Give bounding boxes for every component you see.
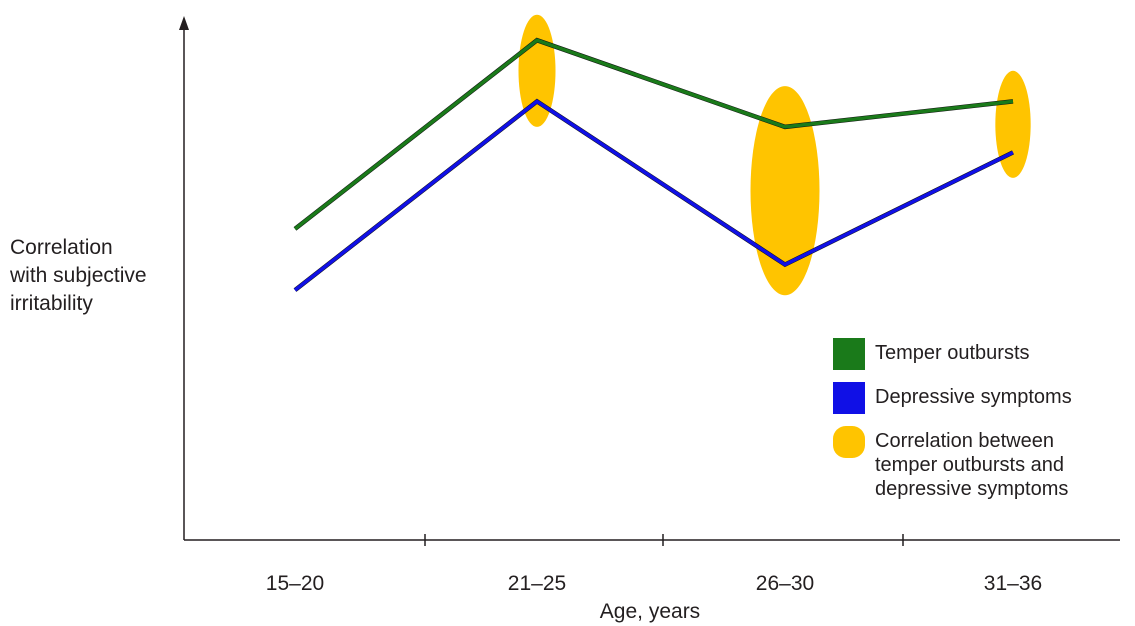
- series-line-outline: [293, 98, 1014, 292]
- legend-item-temper-outbursts: Temper outbursts: [833, 338, 1072, 370]
- legend-item-correlation: Correlation between temper outbursts and…: [833, 426, 1072, 501]
- x-axis-title: Age, years: [600, 600, 700, 623]
- y-axis-label-line: with subjective: [10, 264, 147, 287]
- legend-label: Temper outbursts: [875, 342, 1030, 364]
- series-line: [293, 99, 1014, 292]
- series-line-outline: [293, 37, 1014, 231]
- legend-label: Depressive symptoms: [875, 386, 1072, 408]
- x-tick-label: 26–30: [756, 572, 814, 595]
- series-line: [293, 38, 1014, 231]
- x-tick-label: 21–25: [508, 572, 566, 595]
- legend-swatch-correlation: [833, 426, 865, 458]
- correlation-marker: [750, 86, 820, 296]
- correlation-marker: [995, 70, 1031, 178]
- x-tick-label: 31–36: [984, 572, 1042, 595]
- y-axis-label-line: Correlation: [10, 236, 113, 259]
- legend-label: Correlation between temper outbursts and…: [875, 430, 1069, 500]
- legend-swatch-temper-outbursts: [833, 338, 865, 370]
- y-axis-label: Correlation with subjective irritability: [10, 234, 180, 318]
- legend-swatch-depressive-symptoms: [833, 382, 865, 414]
- x-tick-label: 15–20: [266, 572, 324, 595]
- legend-item-depressive-symptoms: Depressive symptoms: [833, 382, 1072, 414]
- y-axis-label-line: irritability: [10, 292, 93, 315]
- y-axis-arrow: [179, 16, 189, 30]
- legend: Temper outbursts Depressive symptoms Cor…: [833, 338, 1072, 513]
